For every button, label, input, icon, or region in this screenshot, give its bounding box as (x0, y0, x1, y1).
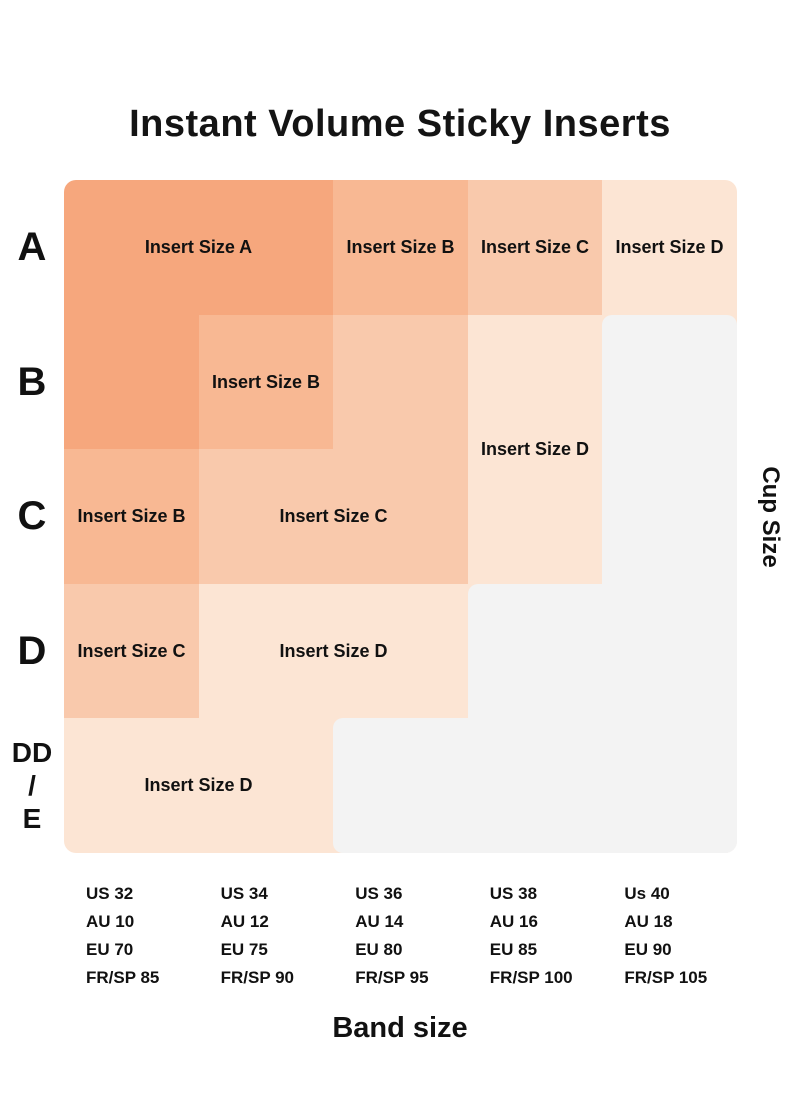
grid-cell (199, 449, 334, 585)
band-size-line: US 34 (220, 884, 268, 903)
cup-size-label-line: D (17, 628, 47, 673)
empty-region (333, 718, 737, 853)
insert-size-region-label: Insert Size C (77, 640, 186, 661)
band-size-line: EU 70 (86, 940, 134, 959)
cup-size-label: A (0, 180, 64, 315)
band-size-line: Us 40 (624, 884, 670, 903)
cup-size-label: B (0, 315, 64, 449)
grid-cell (199, 180, 334, 316)
insert-size-region-label: Insert Size D (279, 640, 388, 661)
band-size-line: AU 12 (220, 912, 269, 931)
grid-cell (333, 315, 469, 450)
band-size-line: EU 85 (489, 940, 538, 959)
grid-cell (468, 180, 603, 316)
band-size-column-labels: US 32 AU 10 EU 70 FR/SP 85 US 34 AU 12 EU 75 FR… (64, 880, 737, 992)
grid-cell (468, 449, 603, 585)
cup-size-row-labels: A B C D DD / E (0, 180, 64, 853)
band-size-line: AU 18 (624, 912, 673, 931)
insert-size-region-label: Insert Size D (615, 237, 724, 257)
size-matrix: Insert Size A Insert Size B Insert Size C I… (64, 180, 737, 853)
grid-cell (199, 315, 334, 450)
grid-cell (64, 315, 200, 450)
grid-cell (199, 718, 334, 853)
band-size-axis-label: Band size (332, 1012, 468, 1044)
grid-cell (199, 584, 334, 719)
band-size-line: US 38 (489, 884, 538, 903)
grid-cell (333, 584, 469, 719)
cup-size-label: C (0, 449, 64, 584)
cup-size-label: DD / E (0, 718, 64, 853)
cup-size-label-line: DD (11, 737, 53, 768)
grid-cell (333, 449, 469, 585)
grid-cell (468, 315, 603, 450)
grid-cell (64, 718, 200, 853)
cup-size-label-line: C (17, 494, 47, 538)
insert-size-region-label: Insert Size C (480, 237, 590, 257)
cup-size-label-line: A (17, 225, 47, 269)
band-size-column: US 32 AU 10 EU 70 FR/SP 85 (64, 880, 199, 992)
insert-size-region-label: Insert Size B (211, 371, 321, 392)
chart-title: Instant Volume Sticky Inserts (129, 103, 671, 145)
cup-size-label-line: E (22, 803, 42, 834)
band-size-line: FR/SP 100 (489, 968, 573, 987)
insert-size-region-label: Insert Size D (144, 775, 253, 795)
insert-size-region-label: Insert Size A (144, 237, 253, 257)
band-size-line: EU 75 (220, 940, 268, 959)
insert-size-region-label: Insert Size B (77, 506, 186, 526)
band-size-line: AU 16 (489, 912, 538, 931)
band-size-line: AU 10 (86, 912, 135, 931)
grid-cell (602, 180, 737, 316)
band-size-line: US 36 (355, 884, 403, 903)
band-size-line: FR/SP 90 (220, 968, 294, 987)
band-size-column: Us 40 AU 18 EU 90 FR/SP 105 (602, 880, 737, 992)
cup-size-label: D (0, 584, 64, 718)
grid-cell (333, 180, 469, 316)
insert-size-region-label: Insert Size D (480, 439, 590, 459)
cup-size-label-line: B (17, 359, 47, 404)
band-size-line: US 32 (86, 884, 134, 903)
band-size-line: EU 80 (355, 940, 403, 959)
band-size-line: FR/SP 95 (355, 968, 429, 987)
band-size-line: FR/SP 105 (624, 968, 708, 987)
cup-size-axis-label: Cup Size (757, 466, 784, 568)
band-size-column: US 38 AU 16 EU 85 FR/SP 100 (468, 880, 603, 992)
cup-size-label-line: / (28, 770, 36, 801)
band-size-line: EU 90 (624, 940, 672, 959)
insert-size-region-label: Insert Size C (279, 506, 388, 526)
band-size-column: US 36 AU 14 EU 80 FR/SP 95 (333, 880, 468, 992)
band-size-column: US 34 AU 12 EU 75 FR/SP 90 (199, 880, 334, 992)
band-size-line: FR/SP 85 (86, 968, 160, 987)
band-size-line: AU 14 (355, 912, 404, 931)
grid-cell (64, 584, 200, 719)
grid-cell (64, 449, 200, 585)
grid-cell (64, 180, 200, 316)
insert-size-region-label: Insert Size B (346, 237, 455, 257)
